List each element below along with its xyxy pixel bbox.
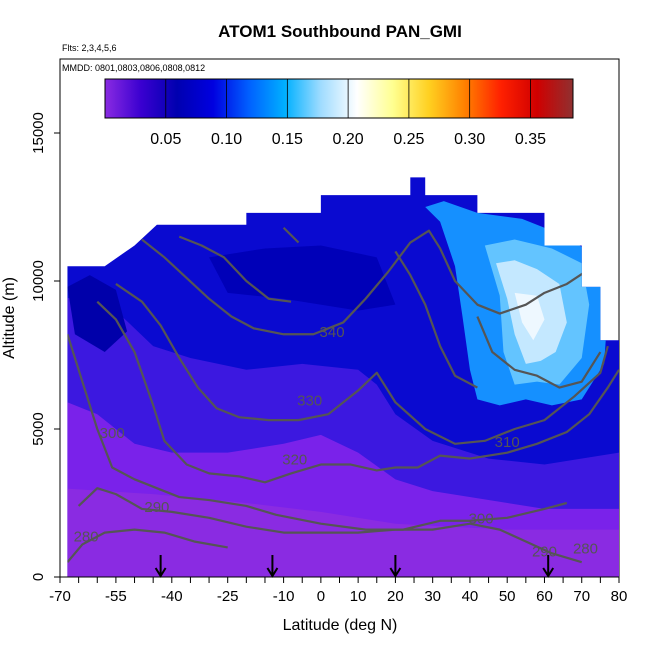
contour-line [67,333,568,531]
x-tick-label: -70 [49,588,71,605]
contour-line [141,229,590,336]
contour-label: 300 [469,511,494,528]
x-tick-label: -40 [161,588,183,605]
down-arrow-icon [266,555,279,578]
x-axis: -70 -55 -40 -25 -10 0 10 20 30 40 50 60 70 80 [49,576,628,605]
down-arrow-icon [542,555,555,578]
x-tick-label: 20 [387,588,404,605]
y-tick-label: 10000 [30,260,47,302]
contour-line [178,235,292,303]
contour-label: 300 [100,425,125,442]
x-tick-label: 60 [536,588,553,605]
colorbar-tick-label: 0.05 [150,131,181,148]
down-arrow-icon [389,555,402,578]
flights-note: Flts: 2,3,4,5,6 [62,43,117,53]
contour-labels: 280 290 300 310 320 330 340 300 290 280 [74,324,598,560]
contour-label: 320 [282,452,307,469]
contour-label: 280 [573,540,598,557]
contour-label: 310 [495,434,520,451]
contour-line [96,300,620,484]
y-tick-label: 5000 [30,412,47,445]
contour-label: 330 [297,392,322,409]
contour-label: 290 [144,499,169,516]
heatmap-region [209,245,396,311]
contour-label: 340 [320,324,345,341]
y-tick-label: 0 [30,573,47,581]
colorbar-tick-label: 0.15 [272,131,303,148]
x-tick-label: -10 [273,588,295,605]
flight-arrows [154,555,555,578]
colorbar-gradient [104,78,574,119]
contour-line [394,250,478,389]
contour-line [476,316,602,389]
colorbar-tick-label: 0.10 [211,131,242,148]
down-arrow-icon [154,555,167,578]
colorbar-tick-label: 0.25 [393,131,424,148]
contour-line [282,226,300,244]
x-tick-label: 50 [499,588,516,605]
chart-title: ATOM1 Southbound PAN_GMI [218,22,462,41]
y-axis-label: Altitude (m) [1,277,18,359]
y-axis: 0 5000 10000 15000 [30,112,61,581]
colorbar: 0.05 0.10 0.15 0.20 0.25 0.30 0.35 [104,78,574,148]
colorbar-tick-label: 0.30 [454,131,485,148]
x-axis-label: Latitude (deg N) [283,617,398,634]
heatmap-region [514,292,545,341]
colorbar-tick-label: 0.20 [333,131,364,148]
x-tick-label: 40 [462,588,479,605]
contour-lines [67,226,620,564]
y-tick-label: 15000 [30,112,47,154]
contour-label: 280 [74,528,99,545]
x-tick-label: 10 [350,588,367,605]
contour-label: 290 [532,543,557,560]
x-tick-label: 30 [424,588,441,605]
contour-line [67,528,228,563]
x-tick-label: 0 [317,588,325,605]
x-tick-label: 70 [573,588,590,605]
x-tick-label: -55 [105,588,127,605]
heatmap-region [67,275,128,353]
contour-line [115,283,609,445]
x-tick-label: 80 [611,588,628,605]
x-tick-label: -25 [217,588,239,605]
dates-note: MMDD: 0801,0803,0806,0808,0812 [62,63,205,73]
colorbar-tick-label: 0.35 [515,131,546,148]
contour-line [77,487,583,564]
